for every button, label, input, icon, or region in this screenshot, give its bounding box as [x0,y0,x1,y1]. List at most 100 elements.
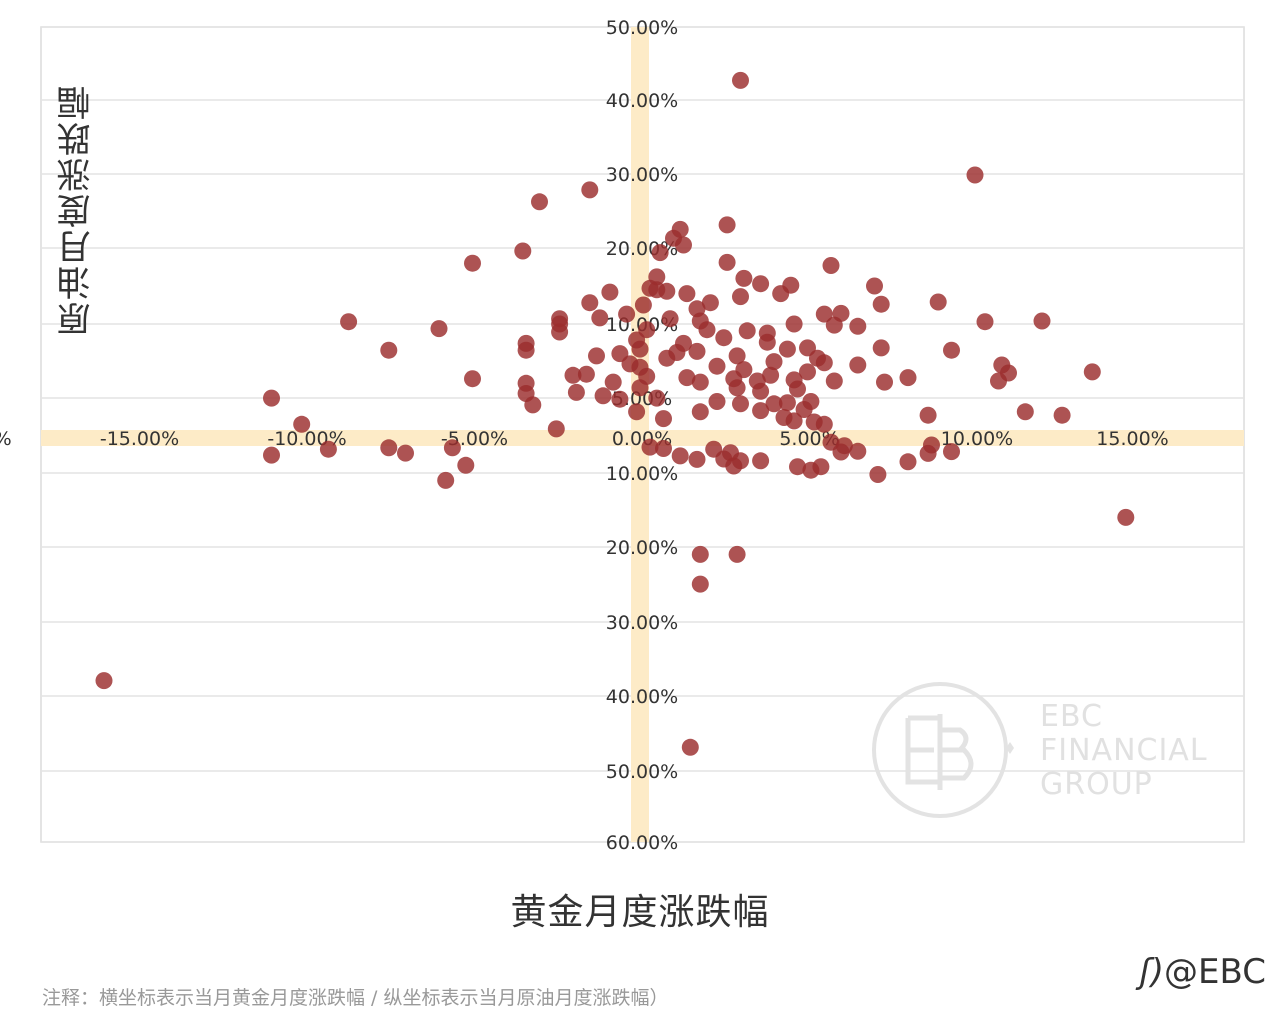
data-point [990,372,1007,390]
data-point [691,575,709,593]
data-point [815,415,833,433]
data-point [618,305,636,323]
data-point [380,341,398,359]
data-point [732,288,749,306]
data-point [631,340,649,358]
data-point [832,443,850,461]
data-point [551,323,569,341]
data-point [732,71,749,89]
data-point [1083,363,1101,381]
data-point [872,295,890,313]
data-point [437,471,455,489]
data-point [655,410,672,428]
data-point [799,363,816,381]
data-point [671,447,689,465]
data-point [514,242,532,260]
data-point [715,329,733,347]
data-point [691,403,709,421]
data-point [681,738,699,756]
data-point [718,253,736,271]
data-point [825,316,843,334]
data-point [728,347,746,365]
data-point [815,305,833,323]
data-point [822,257,840,274]
data-points [95,71,1135,756]
data-point [641,438,659,456]
data-point [708,357,726,375]
data-point [581,294,599,312]
y-tick-label: 20.00% [606,537,678,559]
data-point [397,444,414,462]
data-point [691,545,709,563]
data-point [789,380,806,398]
data-point [772,285,790,303]
data-point [648,389,666,407]
data-point [976,313,994,331]
footnote: 注释：横坐标表示当月黄金月度涨跌幅 / 纵坐标表示当月原油月度涨跌幅） [42,987,669,1009]
data-point [588,347,605,365]
data-point [728,379,746,397]
x-tick-label: -15.00% [100,428,179,450]
data-point [849,442,867,460]
data-point [1016,403,1034,421]
data-point [1033,312,1051,330]
data-point [601,283,619,301]
data-point [752,275,770,293]
zero-axis-bands [41,27,1244,842]
data-point [943,341,960,359]
data-point [675,236,692,254]
data-point [567,383,585,401]
watermark-line-2: FINANCIAL [1040,733,1208,768]
data-point [531,193,548,211]
data-point [735,269,753,287]
data-point [943,443,960,461]
weibo-icon: ʃ) [1139,952,1165,992]
y-tick-labels: 50.00%40.00%30.00%20.00%10.00%5.00%10.00… [606,17,678,854]
data-point [872,339,890,357]
data-point [319,440,337,458]
data-point [795,401,813,418]
data-point [658,282,676,300]
data-point [752,382,770,400]
y-tick-label: 10.00% [606,463,678,485]
data-point [380,439,398,457]
data-point [430,320,448,338]
data-point [655,440,672,457]
y-tick-label: 30.00% [606,612,678,634]
data-point [919,444,937,462]
data-point [524,396,542,414]
data-point [789,458,806,476]
data-point [678,285,696,303]
data-point [725,457,743,475]
data-point [591,309,609,327]
data-point [929,293,947,311]
data-point [701,294,719,312]
data-point [594,387,612,405]
credit-handle: ʃ)@EBC [1139,952,1266,992]
data-point [581,181,599,199]
data-point [1117,508,1135,526]
data-point [443,439,461,457]
data-point [752,402,770,420]
data-point [966,166,984,184]
data-point [802,461,820,479]
data-point [651,244,669,262]
data-point [464,254,481,272]
data-point [564,366,582,384]
data-point [866,277,883,295]
data-point [849,356,867,374]
data-point [631,379,649,397]
y-tick-label: 50.00% [606,17,678,39]
y-tick-label: 50.00% [606,761,678,783]
y-tick-label: 40.00% [606,686,678,708]
data-point [457,456,475,474]
data-point [547,420,565,438]
data-point [95,672,113,690]
data-point [698,321,716,339]
data-point [765,395,783,413]
data-point [691,373,709,391]
data-point [778,340,796,358]
data-point [340,313,358,331]
data-point [815,354,833,372]
